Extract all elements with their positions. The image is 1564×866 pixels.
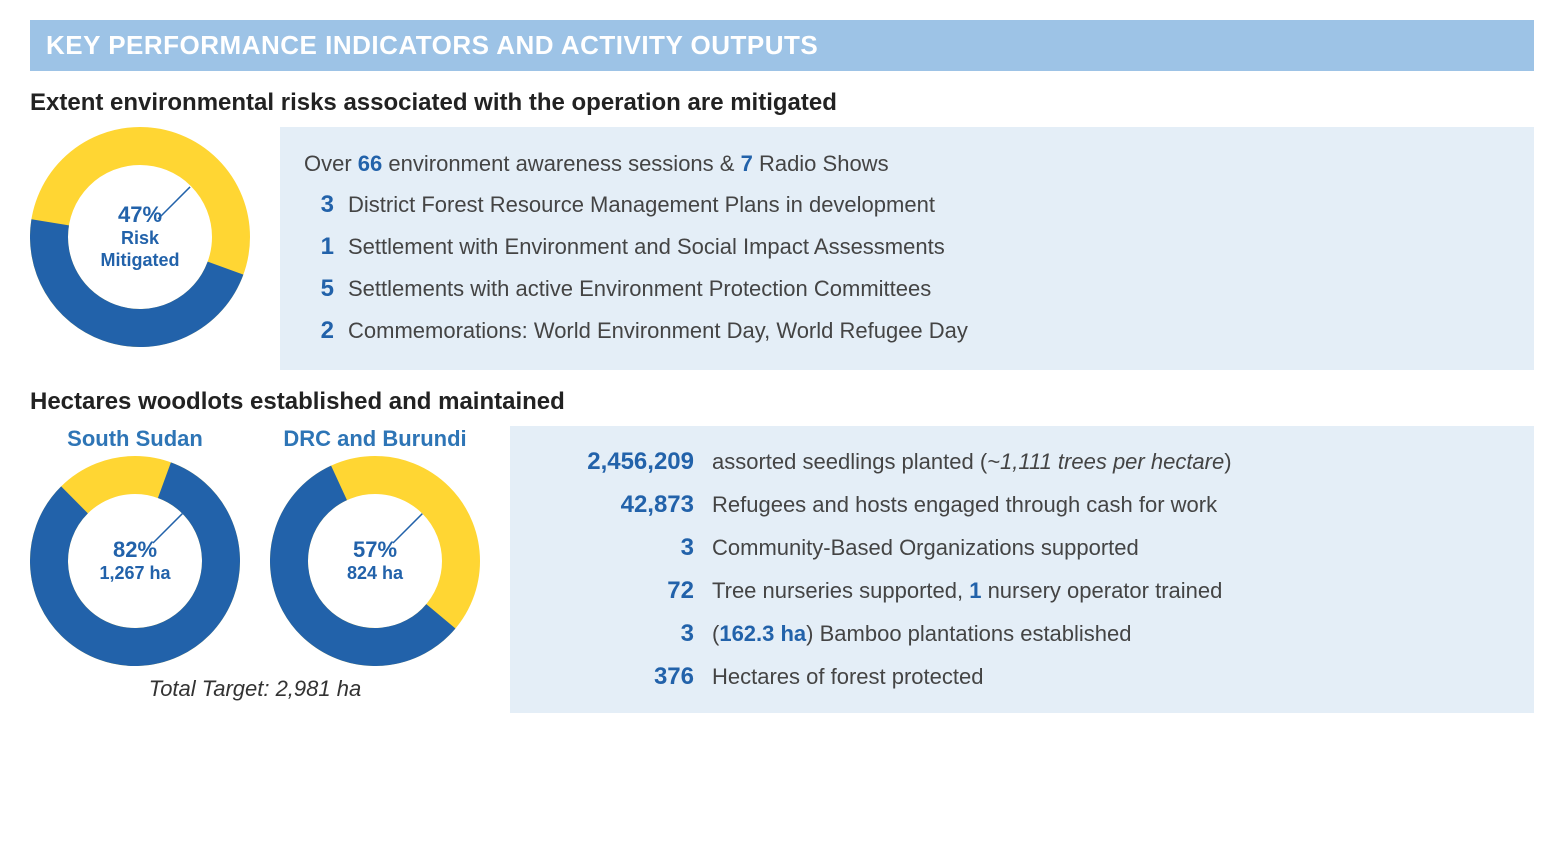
info-line-text: Settlement with Environment and Social I… xyxy=(348,228,945,267)
donut-percent-value: 57% xyxy=(347,537,403,563)
section1-heading: Extent environmental risks associated wi… xyxy=(30,89,1534,117)
stat-number: 42,873 xyxy=(534,483,694,526)
section1-info-line: 3 District Forest Resource Management Pla… xyxy=(304,184,1510,226)
intro-pre: Over xyxy=(304,151,358,176)
donut-percent-value: 47% xyxy=(85,202,195,228)
stat-text: Tree nurseries supported, 1 nursery oper… xyxy=(712,571,1222,611)
intro-n2: 7 xyxy=(741,151,753,176)
stat-inline-number: 162.3 ha xyxy=(719,621,806,646)
intro-post: Radio Shows xyxy=(753,151,889,176)
donut-percent-value: 82% xyxy=(99,537,170,563)
donut-center-label: 82%1,267 ha xyxy=(99,537,170,585)
donut-center-label: 57%824 ha xyxy=(347,537,403,585)
stat-line: 2,456,209 assorted seedlings planted (~1,… xyxy=(534,440,1510,483)
stat-line: 3 (162.3 ha) Bamboo plantations establis… xyxy=(534,612,1510,655)
info-line-text: District Forest Resource Management Plan… xyxy=(348,186,935,225)
stat-number: 376 xyxy=(534,655,694,698)
stat-text: (162.3 ha) Bamboo plantations establishe… xyxy=(712,614,1132,654)
section1-row: 47%Risk Mitigated Over 66 environment aw… xyxy=(30,127,1534,370)
woodlot-donut-wrap: South Sudan 82%1,267 ha xyxy=(30,426,240,666)
info-line-number: 5 xyxy=(304,268,334,310)
risk-donut-wrap: 47%Risk Mitigated xyxy=(30,127,250,347)
donut-sub-label: 1,267 ha xyxy=(99,563,170,585)
stat-text: assorted seedlings planted (~1,111 trees… xyxy=(712,442,1232,482)
donut-pair: South Sudan 82%1,267 ha DRC and Burundi 57%… xyxy=(30,426,480,666)
section2-heading: Hectares woodlots established and mainta… xyxy=(30,388,1534,416)
donut-title: South Sudan xyxy=(67,426,203,452)
stat-number: 72 xyxy=(534,569,694,612)
stat-line: 3 Community-Based Organizations supported xyxy=(534,526,1510,569)
stat-inline-number: 1 xyxy=(969,578,981,603)
woodlot-donut-wrap: DRC and Burundi 57%824 ha xyxy=(270,426,480,666)
donut-title: DRC and Burundi xyxy=(283,426,466,452)
info-line-number: 3 xyxy=(304,184,334,226)
info-line-text: Commemorations: World Environment Day, W… xyxy=(348,312,968,351)
stat-italic-text: ~1,111 trees per hectare xyxy=(987,449,1224,474)
stat-line: 42,873 Refugees and hosts engaged through… xyxy=(534,483,1510,526)
section1-intro-line: Over 66 environment awareness sessions &… xyxy=(304,145,1510,184)
total-target-text: Total Target: 2,981 ha xyxy=(149,676,361,702)
info-line-text: Settlements with active Environment Prot… xyxy=(348,270,931,309)
risk-donut-chart: 47%Risk Mitigated xyxy=(30,127,250,347)
info-line-number: 1 xyxy=(304,226,334,268)
section1-info-box: Over 66 environment awareness sessions &… xyxy=(280,127,1534,370)
donuts-column: South Sudan 82%1,267 ha DRC and Burundi 57%… xyxy=(30,426,480,702)
stat-number: 3 xyxy=(534,526,694,569)
stat-text: Community-Based Organizations supported xyxy=(712,528,1139,568)
donut-sub-label: Risk Mitigated xyxy=(85,229,195,272)
intro-mid: environment awareness sessions & xyxy=(382,151,740,176)
stat-number: 2,456,209 xyxy=(534,440,694,483)
section1-info-line: 2 Commemorations: World Environment Day, … xyxy=(304,310,1510,352)
stat-line: 72 Tree nurseries supported, 1 nursery op… xyxy=(534,569,1510,612)
stat-text: Refugees and hosts engaged through cash … xyxy=(712,485,1217,525)
section2-stats-box: 2,456,209 assorted seedlings planted (~1,… xyxy=(510,426,1534,713)
section1-info-line: 5 Settlements with active Environment Pro… xyxy=(304,268,1510,310)
stat-number: 3 xyxy=(534,612,694,655)
info-line-number: 2 xyxy=(304,310,334,352)
stat-text: Hectares of forest protected xyxy=(712,657,983,697)
section1-info-line: 1 Settlement with Environment and Social … xyxy=(304,226,1510,268)
kpi-header-title: KEY PERFORMANCE INDICATORS AND ACTIVITY … xyxy=(46,30,818,60)
section2-row: South Sudan 82%1,267 ha DRC and Burundi 57%… xyxy=(30,426,1534,713)
donut-center-label: 47%Risk Mitigated xyxy=(85,202,195,272)
intro-n1: 66 xyxy=(358,151,382,176)
donut-sub-label: 824 ha xyxy=(347,563,403,585)
stat-line: 376 Hectares of forest protected xyxy=(534,655,1510,698)
kpi-header-bar: KEY PERFORMANCE INDICATORS AND ACTIVITY … xyxy=(30,20,1534,71)
